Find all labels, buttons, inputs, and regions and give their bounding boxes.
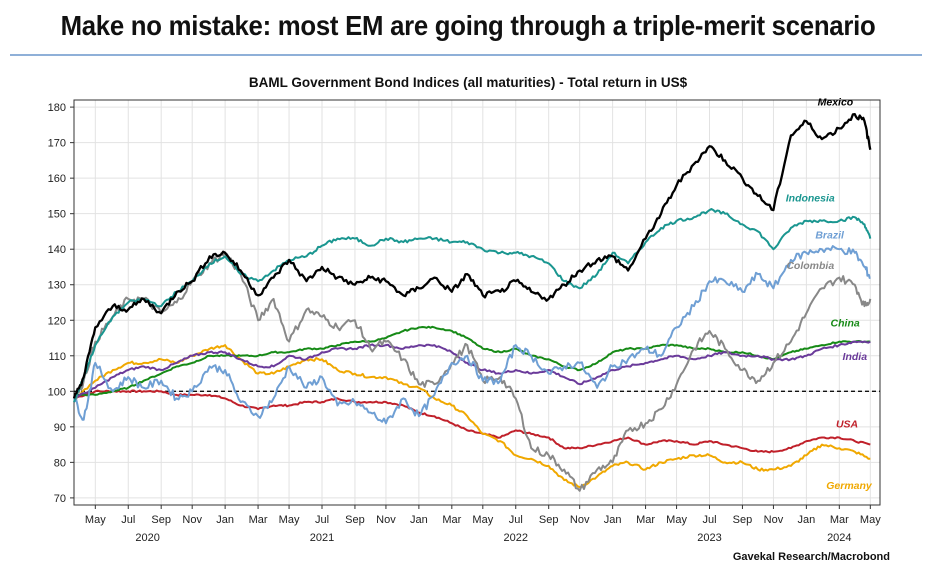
y-tick-label: 170 bbox=[48, 138, 66, 150]
series-layer bbox=[72, 113, 872, 492]
y-tick-label: 70 bbox=[54, 493, 66, 505]
series-label-germany: Germany bbox=[826, 480, 873, 492]
y-tick-label: 90 bbox=[54, 422, 66, 434]
x-tick-label: Nov bbox=[376, 514, 396, 526]
x-tick-label: Jan bbox=[798, 514, 816, 526]
x-tick-label: Jul bbox=[509, 514, 523, 526]
x-tick-label: Jul bbox=[315, 514, 329, 526]
series-labels: Mexico Indonesia Brazil Colombia China India U… bbox=[786, 96, 873, 492]
y-tick-label: 180 bbox=[48, 102, 66, 114]
y-tick-label: 140 bbox=[48, 244, 66, 256]
x-tick-label: Jul bbox=[702, 514, 716, 526]
x-tick-label: May bbox=[666, 514, 687, 526]
series-label-brazil: Brazil bbox=[815, 230, 845, 242]
series-line-mexico bbox=[72, 113, 872, 399]
year-label: 2020 bbox=[135, 532, 159, 544]
chart-title: BAML Government Bond Indices (all maturi… bbox=[249, 75, 688, 90]
x-tick-label: Mar bbox=[830, 514, 849, 526]
y-tick-label: 120 bbox=[48, 315, 66, 327]
x-tick-label: Jan bbox=[604, 514, 622, 526]
y-tick-label: 160 bbox=[48, 173, 66, 185]
plot-frame bbox=[73, 99, 881, 506]
x-tick-label: Jan bbox=[410, 514, 428, 526]
series-line-usa bbox=[73, 389, 871, 454]
y-tick-label: 80 bbox=[54, 457, 66, 469]
x-tick-label: Sep bbox=[345, 514, 365, 526]
x-tick-label: Jul bbox=[121, 514, 135, 526]
x-tick-label: Mar bbox=[249, 514, 268, 526]
x-tick-label: May bbox=[85, 514, 106, 526]
source-credit: Gavekal Research/Macrobond bbox=[733, 551, 890, 563]
series-label-mexico: Mexico bbox=[818, 96, 854, 108]
year-label: 2021 bbox=[310, 532, 334, 544]
y-tick-label: 110 bbox=[48, 351, 66, 363]
axes: 70 80 90 100 110 120 130 140 150 160 170 180 May Jul S… bbox=[48, 102, 882, 544]
year-label: 2023 bbox=[697, 532, 721, 544]
series-line-colombia bbox=[73, 251, 872, 492]
x-tick-label: May bbox=[279, 514, 300, 526]
y-tick-label: 130 bbox=[48, 280, 66, 292]
year-label: 2024 bbox=[827, 532, 851, 544]
series-label-china: China bbox=[831, 317, 860, 329]
x-tick-label: May bbox=[860, 514, 881, 526]
series-line-indonesia bbox=[73, 208, 872, 403]
x-tick-label: Nov bbox=[182, 514, 202, 526]
x-tick-label: Nov bbox=[764, 514, 784, 526]
headline: Make no mistake: most EM are going throu… bbox=[60, 10, 876, 41]
series-line-germany bbox=[73, 344, 871, 489]
x-tick-label: Mar bbox=[442, 514, 461, 526]
x-tick-label: Nov bbox=[570, 514, 590, 526]
series-line-brazil bbox=[73, 245, 871, 425]
series-label-usa: USA bbox=[836, 419, 858, 431]
x-tick-label: Sep bbox=[151, 514, 171, 526]
y-tick-label: 100 bbox=[48, 386, 66, 398]
x-tick-label: Sep bbox=[733, 514, 753, 526]
x-tick-label: Sep bbox=[539, 514, 559, 526]
headline-rule bbox=[10, 54, 922, 56]
x-tick-label: Mar bbox=[636, 514, 655, 526]
x-tick-label: Jan bbox=[216, 514, 234, 526]
series-label-indonesia: Indonesia bbox=[786, 192, 835, 204]
x-tick-label: May bbox=[472, 514, 493, 526]
year-label: 2022 bbox=[504, 532, 528, 544]
y-tick-label: 150 bbox=[48, 209, 66, 221]
series-label-colombia: Colombia bbox=[786, 260, 834, 272]
series-line-china bbox=[73, 325, 871, 397]
series-label-india: India bbox=[843, 351, 868, 363]
grid bbox=[74, 100, 880, 505]
